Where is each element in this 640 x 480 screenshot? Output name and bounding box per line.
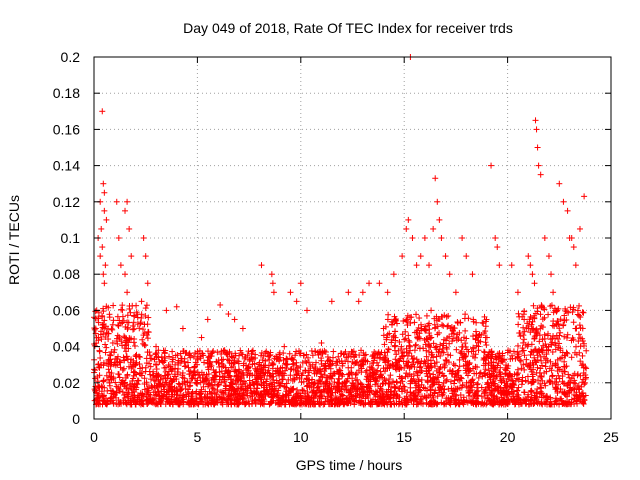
data-point [318, 358, 324, 364]
data-point [166, 354, 172, 360]
data-point [572, 326, 578, 332]
data-point [462, 311, 468, 317]
y-axis-label: ROTI / TECUs [6, 195, 22, 285]
data-point [104, 388, 110, 394]
data-point [483, 339, 489, 345]
data-point [439, 322, 445, 328]
data-point [145, 315, 151, 321]
data-point [131, 339, 137, 345]
data-points [91, 54, 589, 408]
data-point [375, 363, 381, 369]
data-point [253, 367, 259, 373]
chart-title: Day 049 of 2018, Rate Of TEC Index for r… [183, 20, 513, 36]
data-point [245, 348, 251, 354]
data-point [557, 330, 563, 336]
data-point [145, 335, 151, 341]
data-point [576, 303, 582, 309]
data-point [456, 367, 462, 373]
data-point [110, 317, 116, 323]
data-point [483, 342, 489, 348]
data-point [97, 355, 103, 361]
data-point [576, 331, 582, 337]
data-point [108, 326, 114, 332]
x-axis-label: GPS time / hours [296, 457, 403, 473]
data-point [545, 312, 551, 318]
data-point [528, 352, 534, 358]
data-point [550, 372, 556, 378]
data-point [131, 326, 137, 332]
data-point [565, 371, 571, 377]
data-point [405, 332, 411, 338]
data-point [109, 327, 115, 333]
data-point [432, 325, 438, 331]
data-point [571, 319, 577, 325]
